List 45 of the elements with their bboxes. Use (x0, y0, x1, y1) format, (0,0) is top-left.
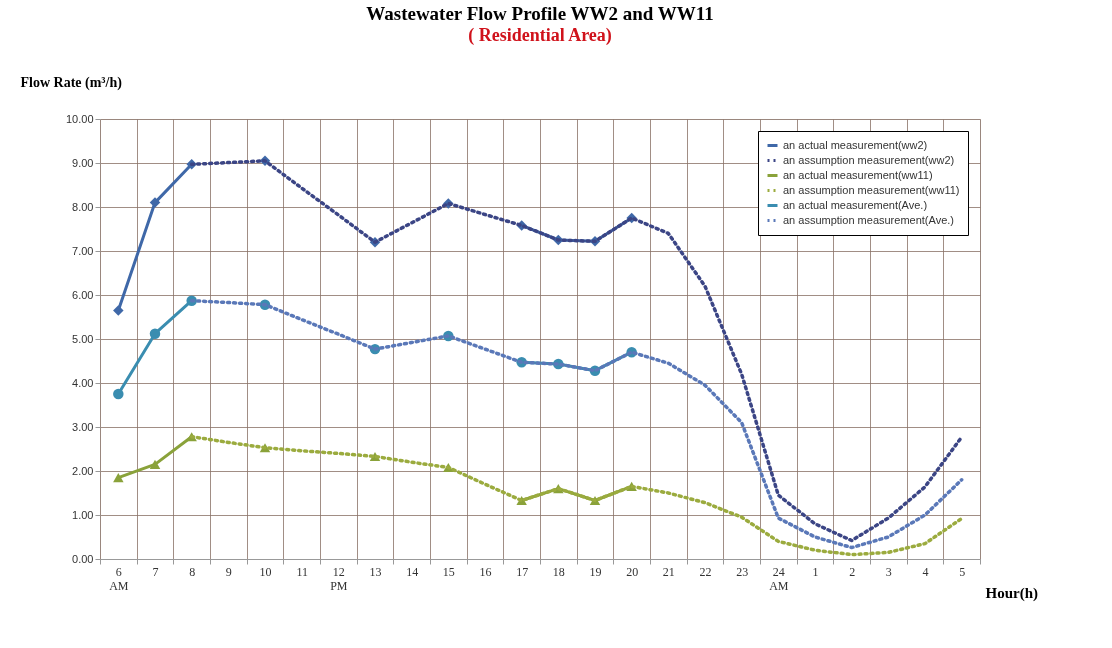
x-tick-label: 20 (626, 564, 639, 579)
x-tick-label: 1 (812, 564, 819, 579)
y-tick-label: 7.00 (72, 244, 94, 257)
legend-label: an actual measurement(ww11) (783, 168, 933, 181)
x-tick-label: 13 (369, 564, 382, 579)
x-tick-label: 7 (152, 564, 159, 579)
x-tick-label: 12 PM (330, 564, 348, 593)
x-tick-label: 22 (699, 564, 712, 579)
y-tick-label: 2.00 (72, 464, 94, 477)
legend-label: an assumption measurement(ww2) (783, 153, 955, 166)
y-tick-label: 5.00 (72, 332, 94, 345)
x-tick-label: 2 (849, 564, 856, 579)
y-tick-label: 4.00 (72, 376, 94, 389)
x-tick-label: 21 (662, 564, 675, 579)
x-tick-label: 9 (225, 564, 232, 579)
y-tick-label: 10.00 (65, 112, 94, 125)
x-tick-label: 18 (552, 564, 565, 579)
x-tick-label: 3 (885, 564, 892, 579)
x-tick-label: 5 (959, 564, 966, 579)
y-tick-label: 3.00 (72, 420, 94, 433)
x-tick-label: 17 (516, 564, 529, 579)
x-tick-label: 24 AM (769, 564, 789, 593)
x-tick-label: 16 (479, 564, 492, 579)
x-tick-label: 8 (189, 564, 196, 579)
legend-label: an actual measurement(Ave.) (783, 198, 928, 211)
chart-title: Wastewater Flow Profile WW2 and WW11 (366, 3, 714, 24)
y-tick-label: 1.00 (72, 508, 94, 521)
x-tick-label: 11 (296, 564, 308, 579)
x-tick-label: 14 (406, 564, 419, 579)
x-tick-label: 15 (442, 564, 455, 579)
x-tick-label: 23 (736, 564, 749, 579)
x-tick-label: 6 AM (109, 564, 129, 593)
chart-subtitle: ( Residential Area) (468, 25, 612, 46)
y-tick-label: 0.00 (72, 552, 94, 565)
y-tick-label: 9.00 (72, 156, 94, 169)
x-axis-title: Hour(h) (985, 584, 1038, 602)
x-tick-label: 10 (259, 564, 272, 579)
x-tick-label: 4 (922, 564, 929, 579)
legend-label: an assumption measurement(ww11) (783, 183, 960, 196)
legend-label: an assumption measurement(Ave.) (783, 213, 954, 226)
legend-label: an actual measurement(ww2) (783, 138, 928, 151)
y-tick-label: 8.00 (72, 200, 94, 213)
x-tick-label: 19 (589, 564, 602, 579)
y-axis-title: Flow Rate (m³/h) (20, 74, 123, 91)
y-tick-label: 6.00 (72, 288, 94, 301)
